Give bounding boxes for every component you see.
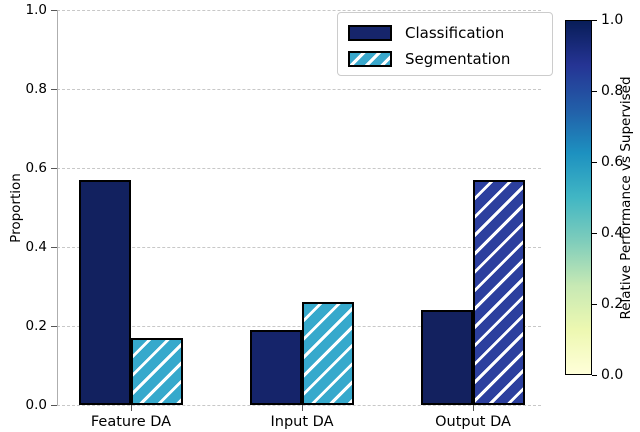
legend-swatch-segmentation	[348, 51, 392, 67]
x-tick-mark	[473, 405, 474, 411]
bar-segmentation-0	[131, 337, 183, 405]
gridline	[57, 168, 541, 169]
bar-classification-2	[421, 310, 473, 405]
bar-segmentation-2	[473, 179, 525, 405]
gridline	[57, 326, 541, 327]
legend-label-classification: Classification	[405, 24, 505, 42]
colorbar-tick-label: 0.6	[601, 154, 624, 170]
legend-item-classification: Classification	[348, 20, 542, 46]
colorbar-tick-mark	[592, 304, 597, 305]
colorbar-tick-label: 0.2	[601, 296, 624, 312]
colorbar-tick-mark	[592, 233, 597, 234]
colorbar-tick-mark	[592, 20, 597, 21]
bar-classification-1	[250, 329, 302, 405]
y-tick-label: 0.0	[25, 397, 47, 413]
x-tick-label: Output DA	[435, 414, 511, 430]
y-tick-label: 0.2	[25, 318, 47, 334]
x-tick-mark	[302, 405, 303, 411]
gridline	[57, 247, 541, 248]
gridline	[57, 10, 541, 11]
colorbar-tick-mark	[592, 162, 597, 163]
bar-segmentation-1	[302, 302, 354, 405]
y-tick-label: 0.8	[25, 81, 47, 97]
y-tick-label: 1.0	[25, 2, 47, 18]
x-tick-label: Input DA	[270, 414, 334, 430]
gridline	[57, 405, 541, 406]
colorbar-tick-label: 0.4	[601, 225, 624, 241]
colorbar-tick-mark	[592, 91, 597, 92]
y-tick-mark	[51, 405, 57, 406]
x-tick-mark	[131, 405, 132, 411]
legend-label-segmentation: Segmentation	[405, 50, 511, 68]
legend-item-segmentation: Segmentation	[348, 46, 542, 72]
bar-classification-0	[79, 179, 131, 405]
legend: Classification Segmentation	[337, 12, 553, 76]
y-tick-mark	[51, 168, 57, 169]
y-tick-mark	[51, 10, 57, 11]
colorbar-tick-label: 0.0	[601, 367, 624, 383]
y-tick-mark	[51, 247, 57, 248]
x-tick-label: Feature DA	[90, 414, 172, 430]
y-axis-spine	[57, 10, 58, 405]
colorbar-tick-label: 0.8	[601, 83, 624, 99]
colorbar-label: Relative Performance vs Supervised	[618, 75, 634, 320]
colorbar-tick-label: 1.0	[601, 12, 624, 28]
y-axis-label: Proportion	[8, 173, 24, 243]
y-tick-mark	[51, 89, 57, 90]
y-tick-mark	[51, 326, 57, 327]
y-tick-label: 0.4	[25, 239, 47, 255]
gridline	[57, 89, 541, 90]
y-tick-label: 0.6	[25, 160, 47, 176]
colorbar-tick-mark	[592, 375, 597, 376]
colorbar	[565, 20, 592, 375]
legend-swatch-classification	[348, 25, 392, 41]
